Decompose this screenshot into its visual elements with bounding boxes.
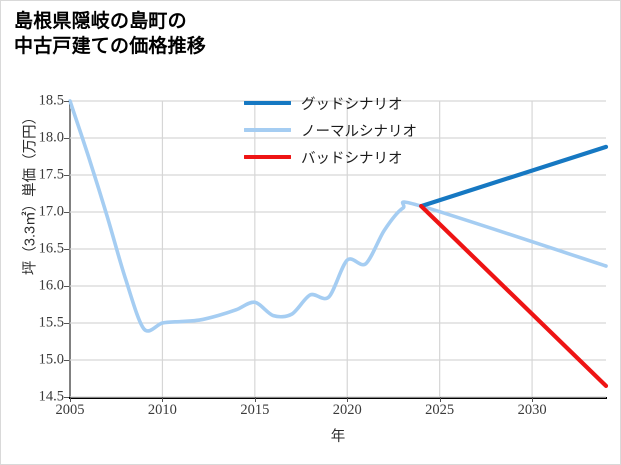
y-axis-tick-mark <box>64 249 69 250</box>
y-axis-tick-label: 16.5 <box>38 240 64 257</box>
y-axis-tick-mark <box>64 397 69 398</box>
x-axis-tick-label: 2015 <box>240 402 270 418</box>
x-axis-tick-label: 2010 <box>147 402 177 418</box>
plot-area <box>68 99 609 398</box>
chart-legend: グッドシナリオ ノーマルシナリオ バッドシナリオ <box>244 94 417 167</box>
page-title: 島根県隠岐の島町の 中古戸建ての価格推移 <box>14 11 207 58</box>
y-axis-tick-label: 18.5 <box>38 92 64 109</box>
x-axis-tick-mark <box>162 397 164 402</box>
legend-item[interactable]: ノーマルシナリオ <box>244 121 417 140</box>
y-axis-tick-mark <box>64 175 69 176</box>
y-axis-tick-label: 14.5 <box>38 388 64 405</box>
plot-svg <box>68 99 609 398</box>
legend-color-swatch <box>244 155 291 159</box>
x-axis-tick-label: 2020 <box>332 402 362 418</box>
y-axis-tick-mark <box>64 212 69 213</box>
legend-item-label: バッドシナリオ <box>301 150 403 167</box>
x-axis-tick-label: 2005 <box>55 402 85 418</box>
legend-item-label: ノーマルシナリオ <box>301 123 417 140</box>
x-axis-spine <box>69 397 607 399</box>
series-line <box>68 99 608 333</box>
y-axis-tick-label: 17.5 <box>38 166 64 183</box>
y-axis-tick-mark <box>64 323 69 324</box>
series-line <box>419 144 609 209</box>
legend-item[interactable]: グッドシナリオ <box>244 94 417 113</box>
x-axis-tick-mark <box>70 397 71 402</box>
series-line <box>419 203 609 388</box>
y-axis-tick-label: 15.0 <box>38 351 64 368</box>
y-axis-tick-label: 15.5 <box>38 314 64 331</box>
legend-item-label: グッドシナリオ <box>301 96 403 113</box>
y-axis-tick-mark <box>64 101 69 102</box>
y-axis-tick-label: 18.0 <box>38 129 64 146</box>
legend-color-swatch <box>244 128 291 132</box>
x-axis-tick-label: 2030 <box>517 402 547 418</box>
y-axis-tick-label: 17.0 <box>38 203 64 220</box>
x-axis-tick-label: 2025 <box>425 402 455 418</box>
y-axis-tick-mark <box>64 138 69 139</box>
y-axis-title: 坪（3.3㎡）単価（万円） <box>22 109 39 276</box>
x-axis-tick-mark <box>347 397 349 402</box>
legend-item[interactable]: バッドシナリオ <box>244 148 417 167</box>
x-axis-tick-mark <box>439 397 441 402</box>
x-axis-tick-mark <box>532 397 534 402</box>
legend-color-swatch <box>244 101 291 105</box>
x-axis-tick-mark <box>254 397 256 402</box>
y-axis-tick-group: 14.5 15.0 15.5 16.0 16.5 17.0 17.5 18.0 18.5 <box>1 1 64 464</box>
y-axis-tick-mark <box>64 286 69 287</box>
y-axis-tick-mark <box>64 360 69 361</box>
x-axis-title: 年 <box>330 429 346 445</box>
y-axis-tick-label: 16.0 <box>38 277 64 294</box>
